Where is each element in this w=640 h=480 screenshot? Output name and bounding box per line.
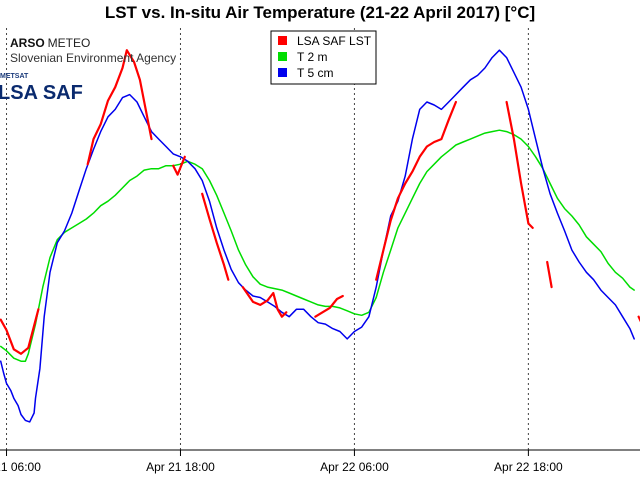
legend-label-lst: LSA SAF LST: [297, 34, 372, 48]
arso-wordmark: ARSO METEO: [10, 36, 90, 50]
series-segment-lst: [172, 155, 186, 176]
legend-label-t2m: T 2 m: [297, 50, 327, 64]
lsa-saf-text: LSA SAF: [0, 82, 83, 104]
series-segment-lst: [0, 308, 40, 355]
x-tick-label: Apr 22 18:00: [494, 460, 563, 474]
legend: LSA SAF LST T 2 m T 5 cm: [270, 30, 377, 85]
agency-name: Slovenian Environment Agency: [10, 51, 176, 65]
series-segment-lst: [241, 286, 288, 318]
series-segment-lst: [86, 49, 153, 166]
arso-bold-text: ARSO: [10, 36, 45, 50]
lsa-saf-logo: METSAT LSA SAF: [0, 73, 83, 104]
legend-swatch-t5cm: [278, 68, 287, 77]
x-tick-label: Apr 22 06:00: [320, 460, 389, 474]
series-line-t5cm: [0, 49, 635, 423]
legend-swatch-lst: [278, 36, 287, 45]
x-axis-ticks: Apr 21 06:00 Apr 21 18:00 Apr 22 06:00 Apr …: [0, 449, 640, 474]
series-line-t2m: [0, 129, 635, 362]
legend-box: [270, 30, 377, 85]
series-segment-lst: [546, 260, 553, 289]
legend-label-t5cm: T 5 cm: [297, 66, 333, 80]
legend-swatch-t2m: [278, 52, 287, 61]
x-tick-label: Apr 21 18:00: [146, 460, 215, 474]
series-segment-lst: [505, 100, 534, 229]
grid: [6, 28, 529, 450]
x-tick-label: Apr 21 06:00: [0, 460, 41, 474]
arso-meteo-text: METEO: [48, 36, 91, 50]
series-segment-lst: [375, 100, 457, 281]
chart-title: LST vs. In-situ Air Temperature (21-22 A…: [105, 3, 535, 22]
series-segment-lst: [201, 192, 230, 281]
series-layer: [0, 49, 640, 423]
arso-logo: ARSO METEO Slovenian Environment Agency: [10, 36, 176, 65]
series-segment-lst: [314, 294, 344, 318]
eumetsat-text: METSAT: [0, 73, 29, 80]
